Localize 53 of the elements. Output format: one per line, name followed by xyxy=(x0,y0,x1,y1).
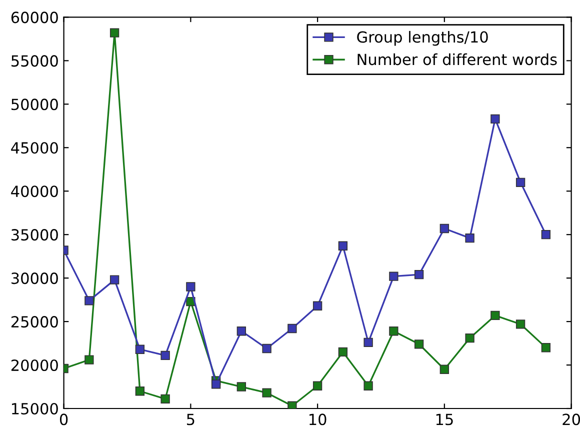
point xyxy=(465,333,474,343)
point xyxy=(364,338,373,347)
point xyxy=(516,178,526,187)
point xyxy=(288,401,297,408)
x-tick-label: 0 xyxy=(60,414,68,426)
point xyxy=(440,224,450,234)
y-tick-label: 60000 xyxy=(11,12,58,24)
point xyxy=(135,344,145,354)
point xyxy=(338,241,348,250)
point xyxy=(186,282,196,292)
point xyxy=(211,380,221,389)
point xyxy=(338,347,348,357)
x-tick-label: 5 xyxy=(186,414,194,426)
y-tick-label: 50000 xyxy=(12,98,58,110)
point xyxy=(312,301,322,310)
point xyxy=(135,386,145,396)
y-tick-label: 45000 xyxy=(11,142,58,154)
point xyxy=(541,230,551,240)
point xyxy=(389,326,398,336)
x-tick-label: 20 xyxy=(562,414,580,426)
y-tick-label: 25000 xyxy=(11,316,58,328)
point xyxy=(490,114,500,124)
point xyxy=(440,364,450,374)
point xyxy=(465,233,474,243)
point xyxy=(160,350,170,360)
point xyxy=(236,382,246,392)
point xyxy=(541,343,551,352)
y-tick-label: 35000 xyxy=(12,229,58,241)
point xyxy=(516,320,526,329)
legend-label: Group lengths/10 xyxy=(357,30,488,46)
y-tick-label: 20000 xyxy=(11,359,58,372)
point xyxy=(160,394,170,404)
point xyxy=(414,270,424,280)
point xyxy=(84,355,94,364)
point xyxy=(236,326,246,336)
legend-label: Number of different words xyxy=(358,53,557,66)
point xyxy=(389,272,398,281)
x-tick-label: 10 xyxy=(310,414,326,426)
y-tick-label: 40000 xyxy=(11,186,58,198)
point xyxy=(84,296,94,306)
y-tick-label: 55000 xyxy=(12,55,58,67)
y-tick-label: 15000 xyxy=(12,402,58,415)
point xyxy=(110,275,120,284)
x-tick-label: 15 xyxy=(436,414,453,426)
point xyxy=(414,340,424,349)
point xyxy=(490,310,500,320)
point xyxy=(288,324,297,334)
point xyxy=(262,344,272,354)
point xyxy=(110,28,120,38)
point xyxy=(364,381,373,390)
y-tick-label: 30000 xyxy=(12,272,58,284)
point xyxy=(312,381,322,390)
point xyxy=(262,388,272,398)
